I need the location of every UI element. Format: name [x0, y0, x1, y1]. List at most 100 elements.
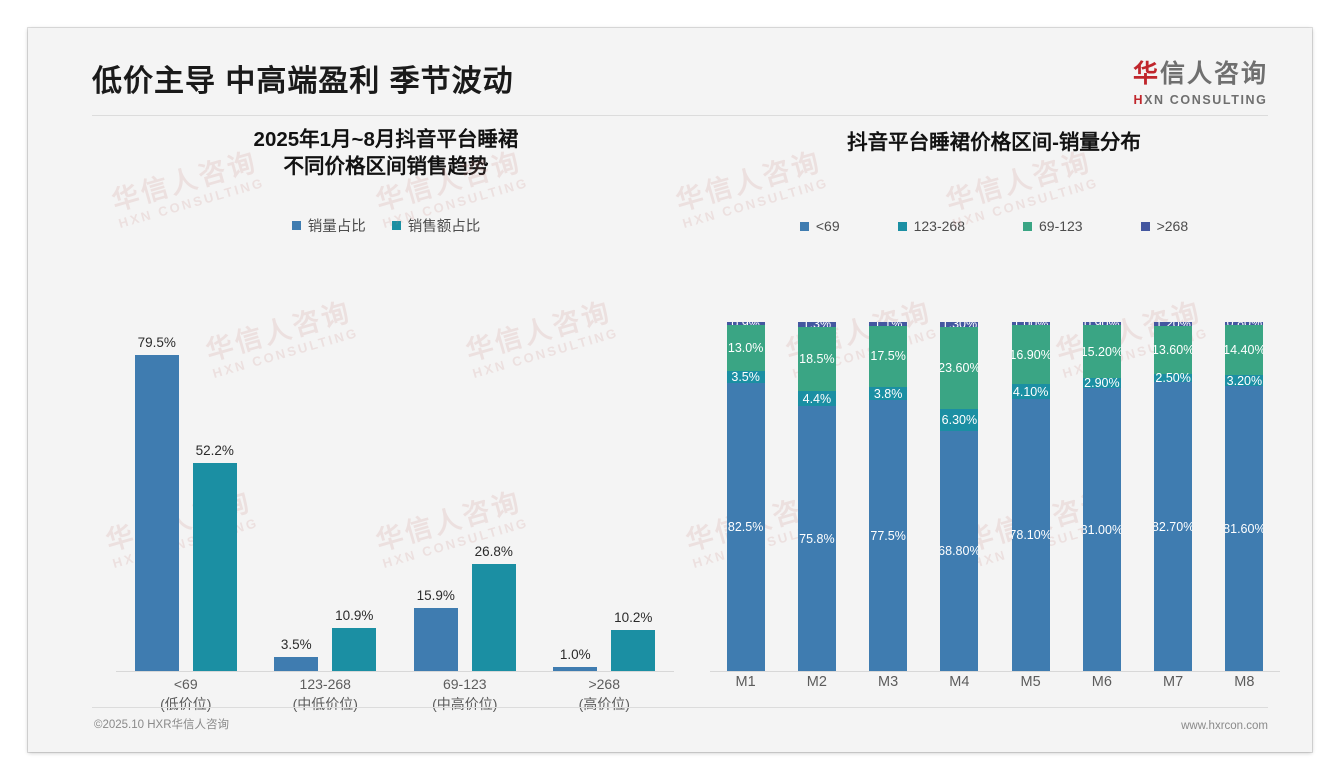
footer-website: www.hxrcon.com: [1181, 720, 1268, 732]
legend-item-123-268[interactable]: 123-268: [897, 218, 965, 235]
stacked-bar-group-M8: 0.80%14.40%3.20%81.60%: [1209, 322, 1280, 671]
bar-销量占比-69-123[interactable]: 15.9%: [413, 322, 458, 671]
logo-english-text: HXN CONSULTING: [1133, 93, 1268, 107]
legend-label: >268: [1156, 218, 1189, 235]
stacked-bar-group-M2: 1.3%18.5%4.4%75.8%: [781, 322, 852, 671]
stacked-segment-69-123: 17.5%: [869, 325, 908, 387]
left-chart-panel: 2025年1月~8月抖音平台睡裙 不同价格区间销售趋势 销量占比 销售额占比 华信…: [76, 126, 696, 712]
segment-value-label: 2.50%: [1155, 371, 1191, 385]
left-chart-title: 2025年1月~8月抖音平台睡裙 不同价格区间销售趋势: [253, 128, 519, 179]
bar-销售额占比->268[interactable]: 10.2%: [611, 322, 656, 671]
bar-销售额占比-69-123[interactable]: 26.8%: [471, 322, 516, 671]
stacked-segment-<69: 77.5%: [869, 400, 908, 671]
legend-swatch-icon: [391, 220, 401, 230]
x-tick-M2: M2: [806, 674, 827, 690]
stacked-segment-123-268: 3.5%: [726, 370, 765, 384]
bar-rect: [471, 564, 516, 671]
x-tick-M8: M8: [1234, 674, 1255, 690]
segment-value-label: 15.20%: [1082, 344, 1121, 359]
stacked-bar-M6[interactable]: 0.90%15.20%2.90%81.00%: [1082, 322, 1121, 671]
segment-value-label: 82.70%: [1154, 519, 1193, 534]
bar-value-label: 26.8%: [474, 544, 513, 560]
bar-rect: [553, 667, 598, 671]
stacked-segment-<69: 82.5%: [726, 382, 765, 671]
bar-value-label: 10.2%: [614, 610, 653, 626]
bar-group-<69: 79.5% 52.2%: [116, 322, 256, 671]
x-tick-M6: M6: [1091, 674, 1112, 690]
legend-label: <69: [815, 218, 840, 235]
stacked-segment-<69: 75.8%: [797, 406, 836, 671]
stacked-bar-M7[interactable]: 1.20%13.60%2.50%82.70%: [1154, 322, 1193, 671]
stacked-segment-<69: 81.60%: [1225, 386, 1264, 671]
legend-item-销售额占比[interactable]: 销售额占比: [391, 215, 481, 236]
legend-item-<69[interactable]: <69: [799, 218, 840, 235]
slide-canvas: 低价主导 中高端盈利 季节波动 华信人咨询 HXN CONSULTING 202…: [28, 28, 1312, 752]
legend-label: 销量占比: [307, 218, 366, 235]
stacked-bar-M3[interactable]: 1.1%17.5%3.8%77.5%: [869, 322, 908, 671]
legend-item-销量占比[interactable]: 销量占比: [291, 215, 366, 236]
x-tick-sub: (中高价位): [432, 696, 498, 713]
segment-value-label: 17.5%: [870, 349, 906, 364]
bar-销量占比->268[interactable]: 1.0%: [553, 322, 598, 671]
stacked-bar-M4[interactable]: 1.30%23.60%6.30%68.80%: [940, 322, 979, 671]
segment-value-label: 78.10%: [1011, 527, 1050, 542]
bar-销售额占比-<69[interactable]: 52.2%: [192, 322, 237, 671]
x-tick-sub: (高价位): [578, 696, 630, 713]
legend-swatch-icon: [897, 221, 907, 231]
x-tick-M7: M7: [1163, 674, 1184, 690]
stacked-segment-69-123: 15.20%: [1082, 325, 1121, 379]
segment-value-label: 4.10%: [1012, 384, 1049, 399]
bar-rect: [134, 354, 179, 671]
stacked-segment-123-268: 4.10%: [1011, 384, 1050, 399]
stacked-segment-123-268: 6.30%: [940, 408, 979, 431]
bar-销售额占比-123-268[interactable]: 10.9%: [332, 322, 377, 671]
stacked-segment-123-268: 3.8%: [869, 387, 908, 401]
segment-value-label: 13.60%: [1154, 342, 1193, 357]
logo-cn-rest: 信人咨询: [1159, 60, 1268, 88]
stacked-bar-plot-area: 0.9%13.0%3.5%82.5%1.3%18.5%4.4%75.8%1.1%…: [710, 322, 1280, 671]
footer-copyright: ©2025.10 HXR华信人咨询: [94, 719, 230, 731]
x-tick-69-123: 69-123 (中高价位): [395, 674, 535, 715]
stacked-segment-<69: 68.80%: [940, 430, 979, 671]
segment-value-label: 81.60%: [1225, 521, 1264, 536]
stacked-bar-M5[interactable]: 1.00%16.90%4.10%78.10%: [1011, 322, 1050, 671]
stacked-bar-M2[interactable]: 1.3%18.5%4.4%75.8%: [797, 322, 836, 671]
legend-item-69-123[interactable]: 69-123: [1023, 218, 1083, 234]
bar-group->268: 1.0% 10.2%: [535, 322, 675, 671]
segment-value-label: 82.5%: [727, 519, 764, 534]
segment-value-label: 23.60%: [940, 360, 979, 375]
logo-en-rest: XN CONSULTING: [1144, 93, 1268, 107]
x-tick-main: 123-268: [299, 676, 351, 692]
legend-swatch-icon: [799, 221, 809, 231]
x-tick-M3: M3: [878, 674, 899, 690]
segment-value-label: 77.5%: [870, 528, 906, 543]
bar-销量占比-123-268[interactable]: 3.5%: [274, 322, 319, 671]
segment-value-label: 75.8%: [799, 531, 835, 546]
right-chart-title: 抖音平台睡裙价格区间-销量分布: [847, 131, 1141, 154]
segment-value-label: 16.90%: [1011, 347, 1050, 362]
bar-rect: [332, 627, 377, 671]
footer-divider: [92, 707, 1268, 708]
stacked-bar-M8[interactable]: 0.80%14.40%3.20%81.60%: [1225, 322, 1264, 671]
x-tick-123-268: 123-268 (中低价位): [256, 674, 396, 715]
bar-value-label: 79.5%: [137, 334, 176, 350]
stacked-segment-69-123: 16.90%: [1011, 325, 1050, 385]
bar-销量占比-<69[interactable]: 79.5%: [134, 322, 179, 671]
logo-en-accent-char: H: [1133, 93, 1145, 107]
stacked-bar-chart: 0.9%13.0%3.5%82.5%1.3%18.5%4.4%75.8%1.1%…: [710, 322, 1280, 690]
x-tick-sub: (中低价位): [292, 696, 358, 713]
stacked-bar-M1[interactable]: 0.9%13.0%3.5%82.5%: [726, 322, 765, 671]
legend-label: 123-268: [913, 218, 965, 235]
stacked-bar-group-M6: 0.90%15.20%2.90%81.00%: [1066, 322, 1137, 671]
slide-header: 低价主导 中高端盈利 季节波动 华信人咨询 HXN CONSULTING: [28, 28, 1312, 118]
segment-value-label: 18.5%: [799, 351, 835, 366]
segment-value-label: 68.80%: [940, 543, 979, 558]
legend-item->268[interactable]: >268: [1140, 218, 1189, 235]
stacked-bar-group-M5: 1.00%16.90%4.10%78.10%: [995, 322, 1066, 671]
logo-chinese-text: 华信人咨询: [1133, 54, 1268, 90]
x-tick-main: <69: [173, 676, 198, 692]
bar-value-label: 10.9%: [335, 607, 374, 623]
stacked-bar-x-axis: [710, 671, 1280, 672]
stacked-segment-69-123: 13.60%: [1154, 326, 1193, 374]
legend-label: 销售额占比: [407, 218, 481, 235]
